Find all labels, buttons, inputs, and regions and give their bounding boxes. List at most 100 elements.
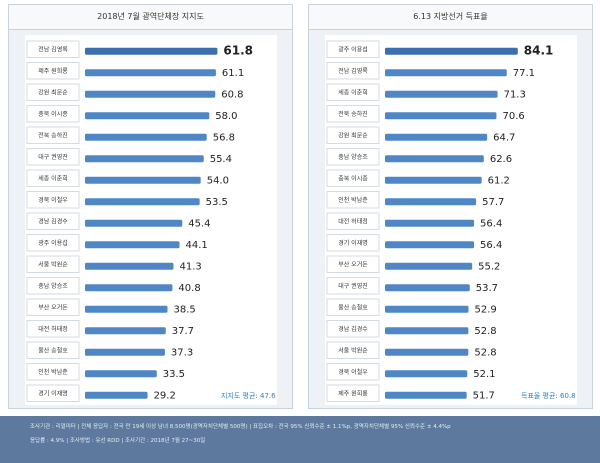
right-value-label: 55.2 [478,261,500,272]
right-category-label: 전북 송하진 [338,110,368,118]
left-value-label: 33.5 [163,369,185,380]
left-category-box [26,384,80,402]
right-bar [385,327,469,335]
right-category-box [326,40,380,58]
left-bar [85,370,157,378]
left-value-label: 54.0 [207,175,229,186]
right-category-label: 세종 이춘희 [338,88,368,96]
left-bar [85,219,183,227]
left-bar [85,133,207,141]
right-bar [385,90,498,98]
right-value-label: 62.6 [490,154,512,165]
survey-info-line-2: 응답률 : 4.9% | 조사방법 : 유선 RDD | 조사기간 : 2018… [30,438,206,444]
right-category-box [326,62,380,80]
left-bar [85,327,166,335]
left-category-box [26,148,80,166]
right-value-label: 70.6 [502,111,524,122]
survey-info-line-1: 조사기관 : 리얼미터 | 전체 응답자 : 전국 만 19세 이상 남녀 8,… [30,424,451,430]
right-plot-area: 광주 이용섭 84.1 전남 김영록 77.1 세종 이춘희 71.3 전북 송하진 70.6… [325,35,577,405]
right-value-label: 57.7 [482,197,504,208]
right-category-label: 대구 권영진 [338,282,368,290]
left-bar [85,262,174,270]
left-category-label: 경기 이재명 [38,389,68,397]
right-category-label: 경기 이재명 [338,239,368,247]
left-chart-title: 2018년 7월 광역단체장 지지도 [9,5,292,30]
right-category-box [326,234,380,252]
left-category-box [26,320,80,338]
left-category-label: 인천 박남춘 [38,368,68,376]
left-category-label: 제주 원희룡 [38,67,68,75]
right-category-label: 경북 이철우 [338,368,368,376]
left-category-label: 대전 허태정 [38,325,68,333]
left-bar [85,47,218,55]
right-value-label: 52.8 [474,347,496,358]
right-category-label: 부산 오거돈 [338,260,368,268]
left-value-label: 40.8 [178,283,200,294]
right-bar [385,133,488,141]
left-category-box [26,40,80,58]
right-value-label: 71.3 [504,89,526,100]
survey-footer: 조사기관 : 리얼미터 | 전체 응답자 : 전국 만 19세 이상 남녀 8,… [0,416,600,463]
left-category-box [26,126,80,144]
left-category-box [26,169,80,187]
left-bar [85,241,180,249]
right-category-label: 제주 원희룡 [338,389,368,397]
left-average-label: 지지도 평균: 47.6 [221,392,276,400]
right-bar [385,176,482,184]
left-category-label: 강원 최문순 [38,88,68,96]
left-bar [85,305,168,313]
right-category-label: 인천 박남춘 [338,196,368,204]
right-category-box [326,277,380,295]
right-value-label: 56.4 [480,240,502,251]
left-category-box [26,83,80,101]
left-category-box [26,191,80,209]
left-plot-area: 전남 김영록 61.8 제주 원희룡 61.1 강원 최문순 60.8 충북 이시종 58.0… [25,35,277,405]
left-category-label: 충남 양승조 [38,282,68,290]
left-value-label: 53.5 [206,197,228,208]
left-category-label: 전북 송하진 [38,131,68,139]
left-value-label: 58.0 [215,111,237,122]
right-category-box [326,255,380,273]
left-value-label: 61.8 [223,43,253,57]
right-bar [385,155,484,163]
right-category-box [326,126,380,144]
right-value-label: 52.1 [473,369,495,380]
right-bar [385,305,469,313]
right-category-label: 대전 허태정 [338,217,368,225]
left-category-label: 충북 이시종 [38,110,68,118]
right-average-label: 득표율 평균: 60.8 [521,392,576,400]
left-value-label: 38.5 [174,304,196,315]
right-chart-title: 6.13 지방선거 득표율 [309,5,592,30]
left-category-box [26,212,80,230]
right-bar-chart: 광주 이용섭 84.1 전남 김영록 77.1 세종 이춘희 71.3 전북 송하진 70.6… [326,40,554,402]
right-value-label: 56.4 [480,218,502,229]
right-value-label: 51.7 [473,390,495,401]
right-bar [385,69,507,77]
left-category-label: 경남 김경수 [38,217,68,225]
right-category-box [326,320,380,338]
right-category-label: 서울 박원순 [338,346,368,354]
left-category-box [26,255,80,273]
left-bar [85,284,173,292]
right-category-box [326,148,380,166]
right-bar [385,348,469,356]
left-category-label: 울산 송철호 [38,346,68,354]
right-category-box [326,83,380,101]
right-bar [385,284,470,292]
right-value-label: 84.1 [524,43,554,57]
right-bar [385,370,468,378]
left-value-label: 60.8 [221,89,243,100]
left-bar [85,69,216,77]
left-bar [85,112,210,120]
left-bar [85,155,204,163]
left-category-label: 대구 권영진 [38,153,68,161]
left-category-label: 광주 이용섭 [38,239,68,247]
left-value-label: 29.2 [154,390,176,401]
right-bar [385,112,497,120]
left-value-label: 44.1 [186,240,208,251]
left-value-label: 56.8 [213,132,235,143]
right-category-label: 충북 이시종 [338,174,368,182]
right-category-box [326,105,380,123]
left-bar [85,348,165,356]
left-bar [85,391,148,399]
